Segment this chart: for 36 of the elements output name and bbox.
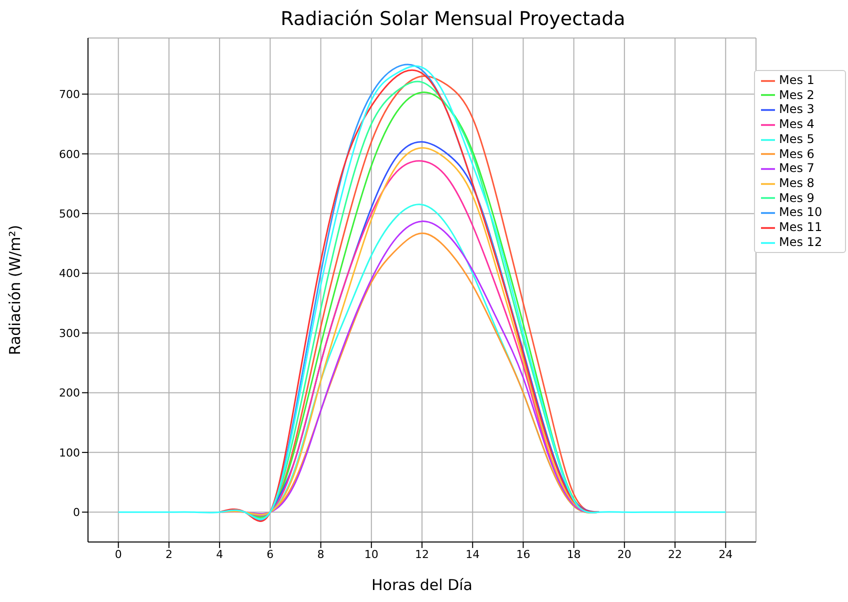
x-tick-label: 14 xyxy=(466,548,480,561)
x-tick-label: 12 xyxy=(415,548,429,561)
legend-label: Mes 10 xyxy=(779,205,822,220)
x-tick-label: 16 xyxy=(516,548,530,561)
y-tick-label: 700 xyxy=(59,88,80,102)
x-tick-label: 10 xyxy=(364,548,378,561)
legend-label: Mes 12 xyxy=(779,234,822,249)
legend-label: Mes 8 xyxy=(779,176,814,190)
legend-label: Mes 4 xyxy=(779,117,814,132)
y-tick-label: 500 xyxy=(59,207,80,220)
y-tick-label: 300 xyxy=(59,326,80,340)
y-axis-title: Radiación (W/m²) xyxy=(6,224,24,356)
chart-title: Radiación Solar Mensual Proyectada xyxy=(280,8,626,32)
y-tick-label: 400 xyxy=(59,267,80,280)
x-tick-label: 24 xyxy=(718,548,733,561)
legend-label: Mes 3 xyxy=(779,102,814,116)
y-tick-label: 600 xyxy=(59,148,80,161)
x-tick-label: 2 xyxy=(165,548,172,561)
x-tick-label: 8 xyxy=(317,548,324,561)
x-tick-label: 4 xyxy=(216,548,224,561)
x-tick-label: 6 xyxy=(266,548,274,561)
legend-label: Mes 7 xyxy=(779,161,814,176)
y-tick-label: 0 xyxy=(73,506,80,520)
x-tick-label: 22 xyxy=(668,548,682,561)
y-tick-label: 200 xyxy=(59,386,80,400)
x-axis-title: Horas del Día xyxy=(372,576,472,594)
legend-label: Mes 6 xyxy=(779,146,814,161)
legend-label: Mes 1 xyxy=(779,73,814,87)
legend-label: Mes 11 xyxy=(779,220,822,234)
x-tick-label: 18 xyxy=(566,548,581,561)
legend-label: Mes 9 xyxy=(779,190,814,205)
x-tick-label: 20 xyxy=(617,548,632,561)
legend-label: Mes 2 xyxy=(779,88,814,102)
legend-label: Mes 5 xyxy=(779,132,814,146)
y-tick-label: 100 xyxy=(59,446,80,460)
x-tick-label: 0 xyxy=(114,548,122,561)
